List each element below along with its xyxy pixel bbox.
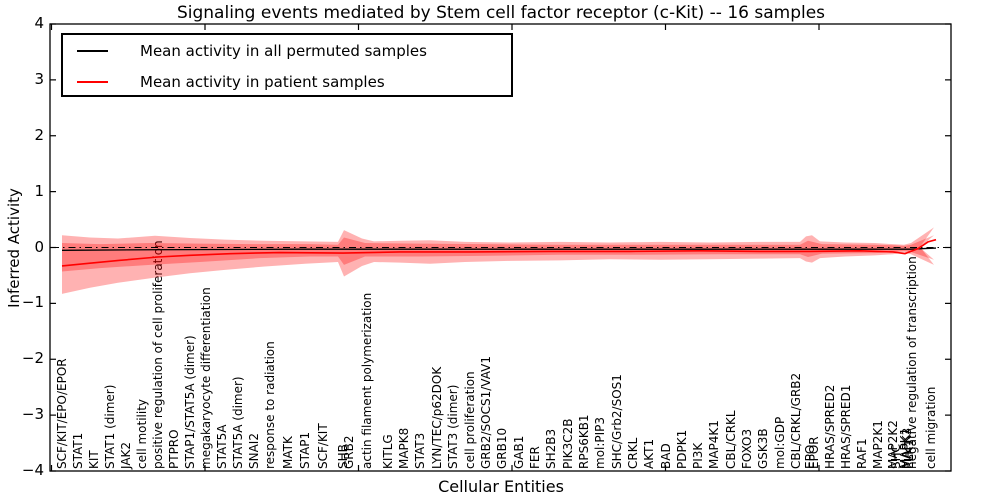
legend-line-sample-permuted — [77, 49, 108, 52]
y-tick-label: −4 — [21, 461, 44, 479]
legend-line-sample-patient — [77, 80, 108, 83]
x-axis-label: Cellular Entities — [438, 477, 564, 496]
y-tick-label: −1 — [21, 293, 44, 312]
legend: Mean activity in all permuted samples Me… — [61, 33, 513, 97]
mean-patient-line — [61, 238, 937, 267]
mean-permuted-line — [61, 247, 937, 251]
y-tick-label: 1 — [34, 181, 44, 200]
chart-title: Signaling events mediated by Stem cell f… — [176, 3, 826, 23]
legend-label-permuted: Mean activity in all permuted samples — [140, 41, 427, 60]
y-tick-label: 3 — [34, 69, 44, 88]
legend-label-patient: Mean activity in patient samples — [140, 72, 385, 91]
legend-row: Mean activity in all permuted samples — [63, 35, 511, 66]
y-tick-label: 4 — [34, 14, 44, 32]
legend-row: Mean activity in patient samples — [63, 66, 511, 97]
patient-samples-inner-band — [62, 235, 934, 272]
patient-samples-outer-band — [62, 227, 934, 294]
y-tick-label: 2 — [34, 125, 44, 144]
y-tick-label: −3 — [21, 405, 44, 424]
y-tick-label: 0 — [34, 237, 44, 256]
y-tick-label: −2 — [21, 349, 44, 368]
